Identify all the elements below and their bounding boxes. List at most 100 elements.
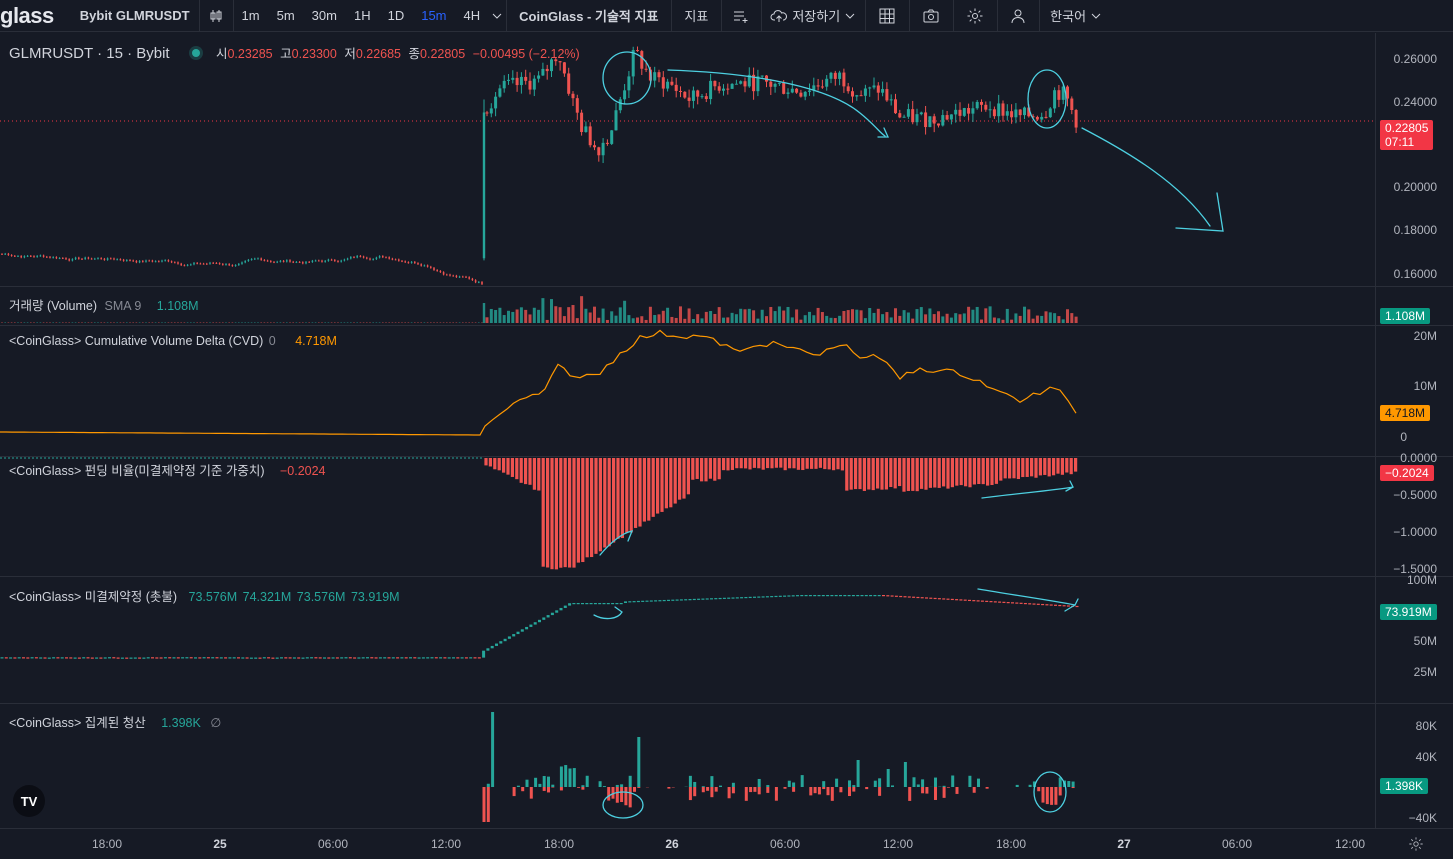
volume-bar: [700, 318, 704, 323]
layout-button[interactable]: [866, 0, 909, 32]
price-scale[interactable]: 0.26000 0.24000 0.20000 0.18000 0.16000 …: [1375, 33, 1453, 828]
volume-bar: [58, 322, 61, 323]
save-button[interactable]: 저장하기: [762, 0, 865, 32]
oi-candle: [559, 607, 563, 611]
interval-dropdown[interactable]: [489, 0, 506, 32]
volume-bar: [458, 322, 461, 323]
liq-bar: [835, 778, 839, 787]
interval-1m[interactable]: 1m: [241, 8, 260, 23]
volume-bar: [902, 310, 906, 323]
volume-bar: [545, 319, 549, 323]
oi-candle: [692, 598, 696, 601]
drawing-annotations[interactable]: [593, 51, 1224, 819]
oi-candle: [877, 595, 881, 597]
volume-bar: [74, 322, 77, 323]
funding-bar: [964, 458, 968, 487]
user-icon: [1011, 9, 1025, 23]
price-candle: [928, 116, 932, 128]
price-candle: [562, 62, 566, 74]
volume-bar: [558, 307, 562, 323]
price-candle: [356, 255, 358, 258]
oi-candle: [688, 599, 692, 601]
cvd-title[interactable]: <CoinGlass> Cumulative Volume Delta (CVD…: [9, 334, 264, 348]
oi-candle: [804, 595, 808, 597]
oi-candle: [714, 598, 718, 600]
symbol-search-button[interactable]: Bybit GLMRUSDT: [79, 8, 190, 23]
funding-bar: [713, 458, 717, 481]
price-candle: [394, 259, 397, 261]
alert-button[interactable]: [722, 0, 761, 32]
chart-canvas[interactable]: [0, 33, 1375, 828]
funding-title[interactable]: <CoinGlass> 펀딩 비율(미결제약정 기준 가중치): [9, 464, 265, 478]
funding-bar: [766, 458, 770, 469]
price-candle: [876, 85, 880, 93]
funding-bar: [832, 458, 836, 471]
volume-bar: [482, 303, 486, 323]
settings-button[interactable]: [954, 0, 997, 32]
price-candle: [343, 259, 346, 261]
toolbar-divider: [997, 0, 999, 32]
tradingview-logo[interactable]: TV: [13, 785, 45, 817]
language-select[interactable]: 한국어: [1040, 0, 1113, 32]
volume-bar: [842, 311, 846, 323]
funding-bar: [994, 458, 998, 484]
liq-bar: [710, 787, 714, 798]
symbol-title[interactable]: GLMRUSDT · 15 · Bybit: [9, 45, 170, 62]
volume-title[interactable]: 거래량 (Volume): [9, 299, 97, 313]
pane-separator[interactable]: [0, 286, 1453, 287]
liq-title[interactable]: <CoinGlass> 집계된 청산: [9, 716, 146, 730]
time-scale[interactable]: 18:00 25 06:00 12:00 18:00 26 06:00 12:0…: [0, 828, 1453, 859]
oi-candle: [813, 595, 817, 597]
volume-bar: [430, 322, 432, 323]
price-candle: [1010, 111, 1014, 118]
oi-candle: [366, 657, 369, 659]
interval-30m[interactable]: 30m: [311, 8, 337, 23]
liq-bar: [968, 775, 972, 787]
oi-candle: [292, 657, 296, 659]
user-button[interactable]: [998, 0, 1039, 32]
pane-separator[interactable]: [0, 703, 1453, 704]
price-candle: [372, 259, 374, 261]
volume-bar: [799, 319, 803, 323]
price-candle: [471, 278, 474, 281]
funding-bar: [1038, 458, 1042, 476]
liq-bar: [516, 785, 520, 787]
interval-4h[interactable]: 4H: [463, 8, 481, 23]
pane-separator[interactable]: [0, 576, 1453, 577]
oi-candle: [1011, 602, 1014, 604]
oi-candle: [443, 657, 447, 659]
chart-type-button[interactable]: [200, 0, 233, 32]
interval-15m[interactable]: 15m: [421, 8, 447, 23]
liq-bar: [766, 787, 770, 793]
volume-bar: [468, 322, 470, 323]
oi-candle: [860, 595, 864, 597]
volume-bar: [97, 322, 99, 323]
hide-icon[interactable]: ∅: [210, 716, 222, 730]
volume-bar: [623, 300, 627, 323]
volume-bar: [782, 310, 786, 323]
volume-bar: [10, 322, 13, 323]
oi-candle: [697, 598, 701, 600]
interval-1d[interactable]: 1D: [387, 8, 405, 23]
indicators-button[interactable]: 지표: [684, 9, 709, 24]
price-candle: [1074, 110, 1078, 128]
scale-settings-button[interactable]: [1408, 836, 1424, 857]
price-candle: [666, 81, 670, 89]
interval-5m[interactable]: 5m: [276, 8, 295, 23]
oi-candle: [851, 595, 855, 597]
volume-bar: [915, 309, 919, 323]
pane-separator[interactable]: [0, 456, 1453, 457]
price-candle: [100, 258, 102, 260]
oi-candle: [512, 634, 516, 637]
screenshot-button[interactable]: [910, 0, 953, 32]
toolbar-divider: [198, 0, 200, 32]
oi-title[interactable]: <CoinGlass> 미결제약정 (촛불): [9, 590, 178, 604]
gear-icon: [1409, 837, 1423, 851]
volume-bar: [485, 317, 489, 323]
interval-1h[interactable]: 1H: [353, 8, 371, 23]
liq-bar: [873, 780, 877, 787]
volume-bar: [65, 322, 67, 323]
coinglass-indicators-button[interactable]: CoinGlass - 기술적 지표: [519, 9, 659, 24]
price-candle: [414, 261, 416, 264]
pane-separator[interactable]: [0, 325, 1453, 326]
